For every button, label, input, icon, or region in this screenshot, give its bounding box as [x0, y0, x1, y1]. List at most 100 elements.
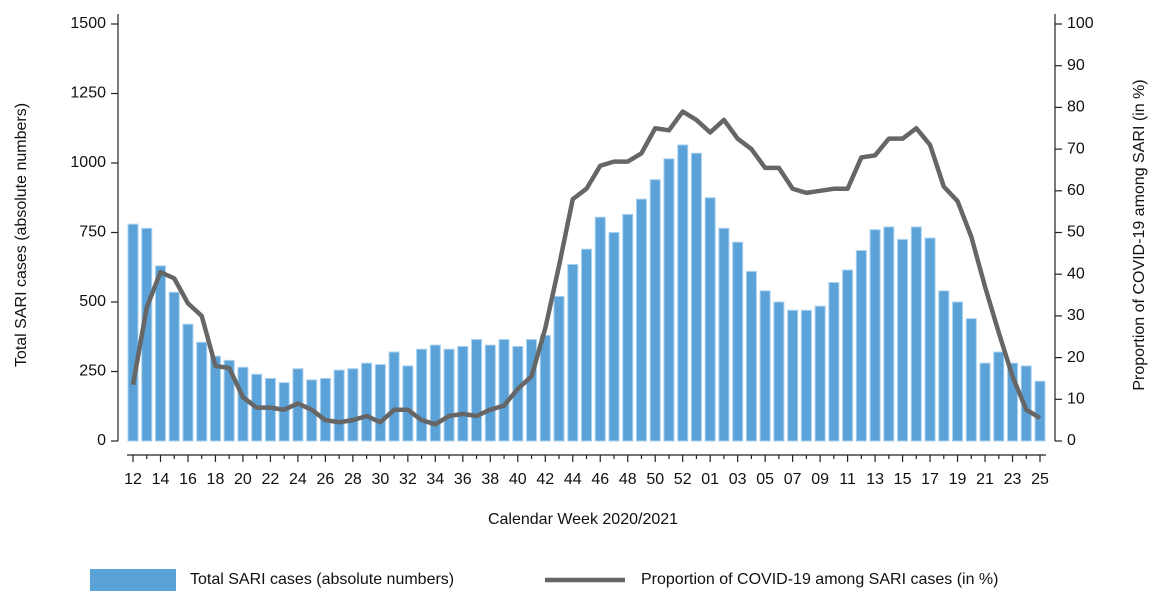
legend-swatch: [90, 569, 176, 591]
y2-tick-label: 40: [1067, 265, 1085, 282]
bar: [319, 377, 331, 442]
x-tick-label: 19: [949, 471, 967, 488]
bar: [567, 263, 579, 442]
x-tick-label: 28: [344, 471, 362, 488]
bar: [897, 238, 909, 442]
bar: [649, 179, 661, 442]
x-tick-label: 12: [124, 471, 142, 488]
x-tick-label: 13: [866, 471, 884, 488]
bar: [361, 362, 373, 442]
x-tick-label: 26: [316, 471, 334, 488]
bar: [182, 323, 194, 442]
bar: [608, 232, 620, 442]
bar: [429, 344, 441, 442]
y2-tick-label: 10: [1067, 391, 1085, 408]
y2-tick-label: 50: [1067, 224, 1085, 241]
bar: [237, 366, 249, 442]
x-tick-label: 23: [1004, 471, 1022, 488]
bar: [965, 318, 977, 442]
bar: [594, 216, 606, 442]
x-tick-label: 15: [894, 471, 912, 488]
x-axis-label: Calendar Week 2020/2021: [488, 511, 678, 528]
bar: [800, 309, 812, 442]
bar: [677, 144, 689, 442]
bar: [416, 348, 428, 442]
x-tick-label: 52: [674, 471, 692, 488]
x-tick-label: 50: [646, 471, 664, 488]
x-tick-label: 18: [207, 471, 225, 488]
x-tick-label: 14: [152, 471, 170, 488]
bar: [443, 348, 455, 442]
y2-axis-label: Proportion of COVID-19 among SARI (in %): [1131, 79, 1148, 390]
bar: [732, 241, 744, 442]
bar: [883, 226, 895, 442]
x-tick-label: 03: [729, 471, 747, 488]
bar: [952, 301, 964, 442]
x-tick-label: 42: [536, 471, 554, 488]
bar: [127, 223, 139, 442]
bar: [333, 369, 345, 442]
y2-tick-label: 80: [1067, 99, 1085, 116]
x-tick-label: 21: [976, 471, 994, 488]
bar: [471, 339, 483, 442]
x-tick-label: 40: [509, 471, 527, 488]
bar: [993, 351, 1005, 442]
bar: [581, 248, 592, 442]
y2-tick-label: 20: [1067, 349, 1085, 366]
x-tick-label: 38: [481, 471, 499, 488]
bar: [718, 227, 730, 442]
bar: [842, 269, 854, 442]
x-tick-label: 20: [234, 471, 252, 488]
x-tick-label: 05: [756, 471, 774, 488]
bar: [526, 339, 538, 442]
bar: [622, 213, 634, 442]
y-tick-label: 1000: [70, 154, 106, 171]
bar: [168, 291, 180, 442]
y-tick-label: 250: [79, 363, 106, 380]
bar: [553, 295, 565, 442]
bar: [374, 364, 386, 442]
x-tick-label: 30: [371, 471, 389, 488]
bar: [209, 355, 221, 442]
bar: [938, 290, 950, 442]
x-tick-label: 17: [921, 471, 939, 488]
bar: [484, 344, 496, 442]
bar: [690, 152, 702, 442]
bar: [663, 158, 675, 442]
bar: [223, 359, 235, 442]
y-tick-label: 750: [79, 224, 106, 241]
bar: [1034, 380, 1046, 442]
legend-label: Total SARI cases (absolute numbers): [190, 571, 454, 588]
bar: [828, 282, 840, 442]
x-tick-label: 36: [454, 471, 472, 488]
bar: [759, 290, 771, 442]
x-tick-label: 34: [426, 471, 444, 488]
y-tick-label: 500: [79, 293, 106, 310]
bar: [635, 198, 647, 442]
y-tick-label: 1250: [70, 85, 106, 102]
line: [130, 109, 1042, 427]
bar: [457, 345, 469, 442]
bar: [704, 197, 716, 442]
bar: [924, 237, 936, 442]
bar: [910, 226, 922, 442]
x-tick-label: 48: [619, 471, 637, 488]
y-tick-label: 1500: [70, 15, 106, 32]
y2-tick-label: 60: [1067, 182, 1085, 199]
x-tick-label: 07: [784, 471, 802, 488]
bar: [347, 368, 359, 442]
bar: [745, 270, 757, 442]
y2-tick-label: 70: [1067, 140, 1085, 157]
y2-tick-label: 30: [1067, 307, 1085, 324]
bar: [787, 309, 799, 442]
y2-tick-label: 100: [1067, 15, 1094, 32]
x-tick-label: 32: [399, 471, 417, 488]
bar: [773, 301, 785, 442]
bar: [539, 334, 551, 442]
x-tick-label: 44: [564, 471, 582, 488]
bar: [869, 229, 881, 442]
legend-label: Proportion of COVID-19 among SARI cases …: [641, 571, 998, 588]
bar: [1007, 362, 1019, 442]
